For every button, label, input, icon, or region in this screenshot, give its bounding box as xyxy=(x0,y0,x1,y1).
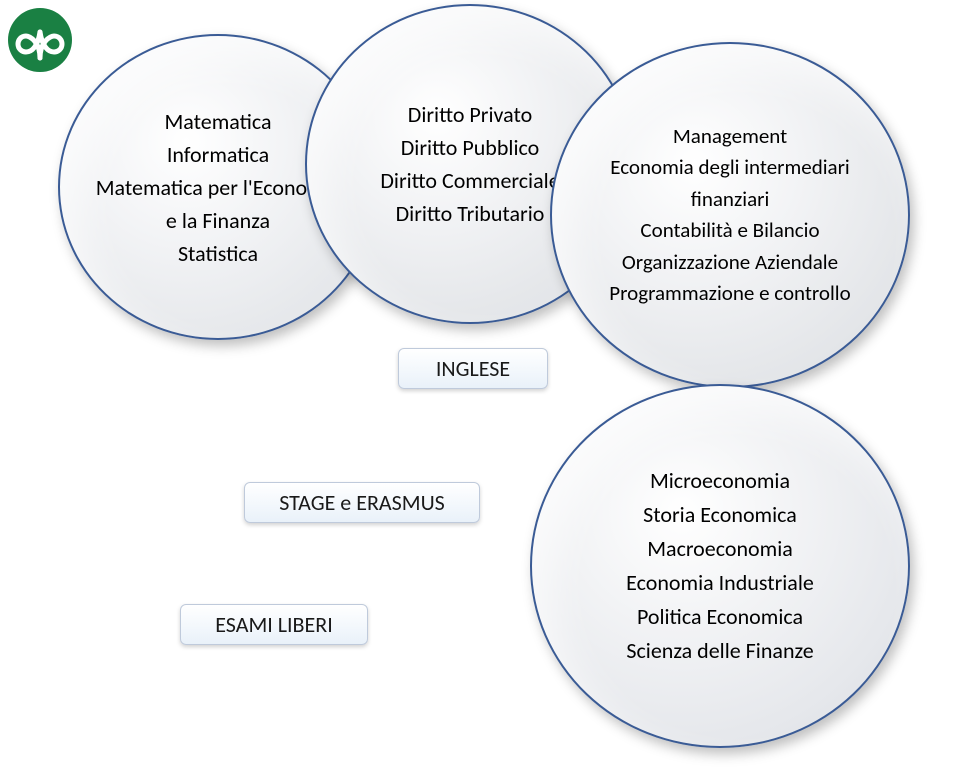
circle-c-list: Management Economia degli intermediari f… xyxy=(580,121,880,310)
list-item: Management xyxy=(580,121,880,153)
list-item: Contabilità e Bilancio xyxy=(580,215,880,247)
badge-inglese: INGLESE xyxy=(398,348,548,389)
list-item: Economia degli intermediari finanziari xyxy=(580,152,880,215)
diagram-stage: Matematica Informatica Matematica per l'… xyxy=(0,0,960,770)
list-item: Economia Industriale xyxy=(626,566,814,600)
circle-management: Management Economia degli intermediari f… xyxy=(550,42,910,388)
list-item: Diritto Tributario xyxy=(380,197,559,230)
list-item: Diritto Pubblico xyxy=(380,131,559,164)
logo-glyph-icon xyxy=(8,8,72,72)
app-logo xyxy=(8,8,72,72)
list-item: Storia Economica xyxy=(626,498,814,532)
circle-economics: Microeconomia Storia Economica Macroecon… xyxy=(530,384,910,748)
circle-b-list: Diritto Privato Diritto Pubblico Diritto… xyxy=(380,98,559,230)
list-item: Scienza delle Finanze xyxy=(626,634,814,668)
list-item: Statistica xyxy=(88,237,348,270)
circle-d-list: Microeconomia Storia Economica Macroecon… xyxy=(626,464,814,669)
list-item: Macroeconomia xyxy=(626,532,814,566)
badge-esami-liberi: ESAMI LIBERI xyxy=(180,604,368,645)
list-item: Diritto Privato xyxy=(380,98,559,131)
list-item: Diritto Commerciale xyxy=(380,164,559,197)
list-item: Programmazione e controllo xyxy=(580,278,880,310)
list-item: Politica Economica xyxy=(626,600,814,634)
badge-stage-erasmus: STAGE e ERASMUS xyxy=(244,482,480,523)
list-item: Microeconomia xyxy=(626,464,814,498)
list-item: Organizzazione Aziendale xyxy=(580,247,880,279)
